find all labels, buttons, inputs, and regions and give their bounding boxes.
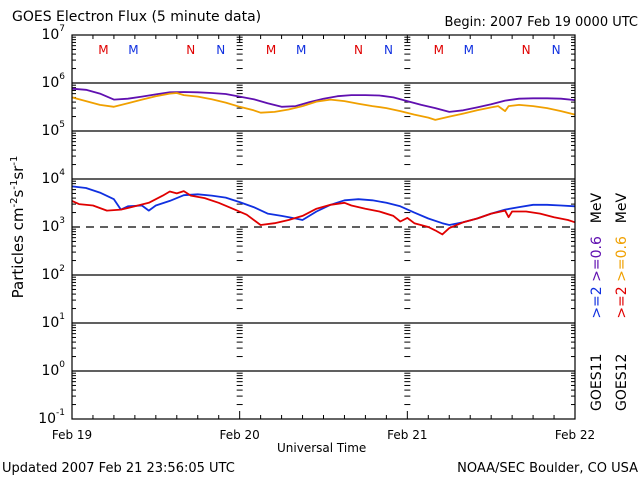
- legend-goes11-name: GOES11: [589, 353, 605, 411]
- y-tick-label: 106: [41, 72, 65, 91]
- y-tick-exponent: 3: [59, 216, 65, 226]
- y-tick-exponent: 1: [59, 312, 65, 322]
- legend-goes11: GOES11 >=2 >=0.6 MeV: [589, 193, 605, 411]
- y-tick-label: 101: [41, 312, 65, 331]
- position-marker: M: [464, 43, 474, 57]
- y-tick-label: 10-1: [38, 408, 65, 427]
- y-tick-base: 10: [41, 267, 60, 283]
- y-tick-label: 104: [41, 168, 65, 187]
- y-tick-exponent: 4: [59, 168, 65, 178]
- series-line: [71, 190, 576, 236]
- y-tick-base: 10: [41, 75, 60, 91]
- legend-goes12: GOES12 >=2 >=0.6 MeV: [614, 193, 630, 411]
- position-marker: N: [552, 43, 561, 57]
- y-tick-label: 100: [41, 360, 65, 379]
- y-tick-exponent: 0: [59, 360, 65, 370]
- y-tick-label: 103: [41, 216, 65, 235]
- x-tick-label: Feb 20: [219, 428, 260, 442]
- begin-time: Begin: 2007 Feb 19 0000 UTC: [444, 15, 638, 30]
- legend-goes12-unit: MeV: [614, 192, 630, 224]
- legend-goes11-hi: >=2: [589, 286, 605, 319]
- series-line: [71, 185, 576, 226]
- legend-goes12-name: GOES12: [614, 353, 630, 411]
- position-marker: N: [354, 43, 363, 57]
- y-tick-base: 10: [41, 315, 60, 331]
- y-tick-label: 107: [41, 24, 65, 43]
- position-marker: M: [128, 43, 138, 57]
- x-axis-label: Universal Time: [277, 441, 367, 455]
- plot-frame: [71, 34, 576, 420]
- x-tick-label: Feb 21: [387, 428, 428, 442]
- y-tick-label: 102: [41, 264, 65, 283]
- y-tick-base: 10: [41, 171, 60, 187]
- y-tick-exponent: 7: [59, 24, 65, 34]
- chart-title: GOES Electron Flux (5 minute data): [12, 9, 262, 25]
- legend-goes11-unit: MeV: [589, 192, 605, 224]
- legend-goes12-hi: >=2: [614, 286, 630, 319]
- y-tick-base: 10: [38, 411, 57, 427]
- y-tick-exponent: -1: [56, 408, 65, 418]
- y-tick-exponent: 2: [59, 264, 65, 274]
- updated-timestamp: Updated 2007 Feb 21 23:56:05 UTC: [2, 461, 235, 476]
- position-marker: N: [384, 43, 393, 57]
- y-tick-base: 10: [41, 27, 60, 43]
- position-marker: N: [216, 43, 225, 57]
- x-tick-label: Feb 19: [51, 428, 93, 442]
- y-tick-label: 105: [41, 120, 65, 139]
- y-tick-base: 10: [41, 123, 60, 139]
- position-marker: M: [98, 43, 108, 57]
- legend-goes11-lo: >=0.6: [589, 236, 605, 282]
- y-tick-exponent: 6: [59, 72, 65, 82]
- y-tick-exponent: 5: [59, 120, 65, 130]
- legend-goes12-lo: >=0.6: [614, 236, 630, 282]
- credit-text: NOAA/SEC Boulder, CO USA: [457, 461, 638, 476]
- series-line: [71, 87, 576, 113]
- y-tick-base: 10: [41, 219, 60, 235]
- position-marker: N: [522, 43, 531, 57]
- position-marker: M: [266, 43, 276, 57]
- position-marker: N: [186, 43, 195, 57]
- x-tick-label: Feb 22: [554, 428, 596, 442]
- position-marker: M: [434, 43, 444, 57]
- series-line: [71, 92, 576, 121]
- y-tick-base: 10: [41, 363, 60, 379]
- position-marker: M: [296, 43, 306, 57]
